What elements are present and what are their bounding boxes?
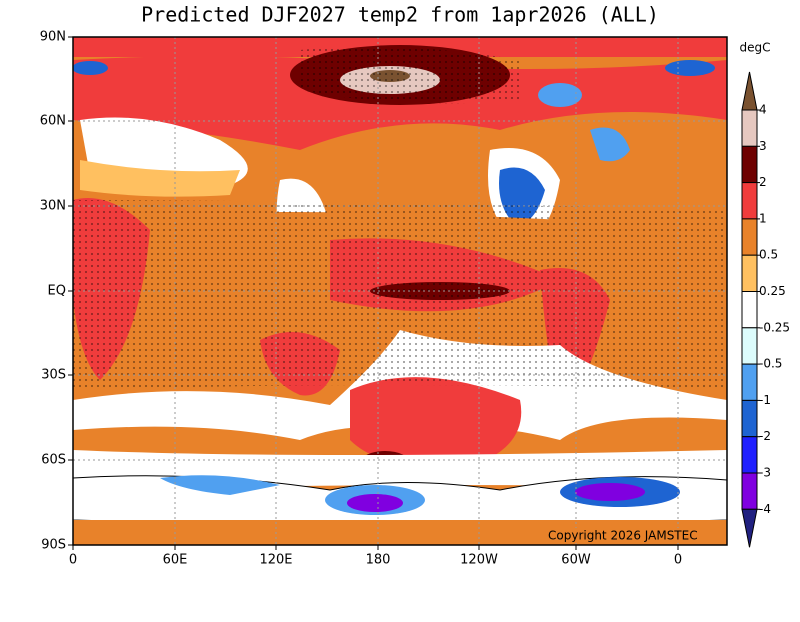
colorbar-segment — [741, 145, 758, 184]
colorbar-label: -1 — [759, 393, 771, 407]
latitude-label: 60S — [41, 453, 66, 468]
longitude-label: 0 — [674, 553, 682, 568]
colorbar-label: -4 — [759, 502, 771, 516]
latitude-label: 30N — [40, 199, 66, 214]
colorbar-label: -0.5 — [759, 357, 782, 371]
colorbar: 4 3 2 1 0.5 0.25 -0.25 -0.5 -1 -2 -3 -4 — [741, 71, 790, 548]
colorbar-extension — [741, 508, 758, 548]
longitude-label: 120W — [460, 553, 498, 568]
colorbar-label: 2 — [759, 175, 767, 189]
latitude-label: 30S — [41, 368, 66, 383]
map-grid — [73, 37, 727, 545]
copyright: Copyright 2026 JAMSTEC — [548, 529, 698, 543]
colorbar-segment — [741, 182, 758, 220]
map — [73, 37, 727, 545]
colorbar-segment — [741, 472, 758, 510]
colorbar-label: -0.25 — [759, 320, 790, 334]
latitude-label: 60N — [40, 114, 66, 129]
colorbar-unit: degC — [740, 41, 771, 55]
colorbar-segment — [741, 436, 758, 474]
copyright-box — [545, 528, 725, 543]
colorbar-segment — [741, 218, 758, 256]
colorbar-segment — [741, 291, 758, 329]
longitude-label: 60E — [163, 553, 188, 568]
longitude-label: 120E — [259, 553, 292, 568]
longitude-label: 60W — [561, 553, 591, 568]
latitude-label: 90S — [41, 538, 66, 553]
colorbar-segment — [741, 363, 758, 401]
colorbar-label: -2 — [759, 429, 771, 443]
colorbar-label: -3 — [759, 466, 771, 480]
colorbar-label: 0.25 — [759, 284, 786, 298]
longitude-label: 0 — [69, 553, 77, 568]
latitude-label: 90N — [40, 30, 66, 45]
colorbar-label: 3 — [759, 139, 767, 153]
colorbar-label: 1 — [759, 211, 767, 225]
colorbar-extension — [741, 71, 758, 111]
colorbar-label: 4 — [759, 103, 767, 117]
colorbar-segment — [741, 109, 758, 147]
longitude-label: 180 — [366, 553, 391, 568]
latitude-label: EQ — [48, 284, 66, 299]
title: Predicted DJF2027 temp2 from 1apr2026 (A… — [141, 3, 659, 27]
colorbar-segment — [741, 327, 758, 365]
colorbar-segment — [741, 254, 758, 292]
colorbar-label: 0.5 — [759, 248, 778, 262]
colorbar-segment — [741, 399, 758, 438]
